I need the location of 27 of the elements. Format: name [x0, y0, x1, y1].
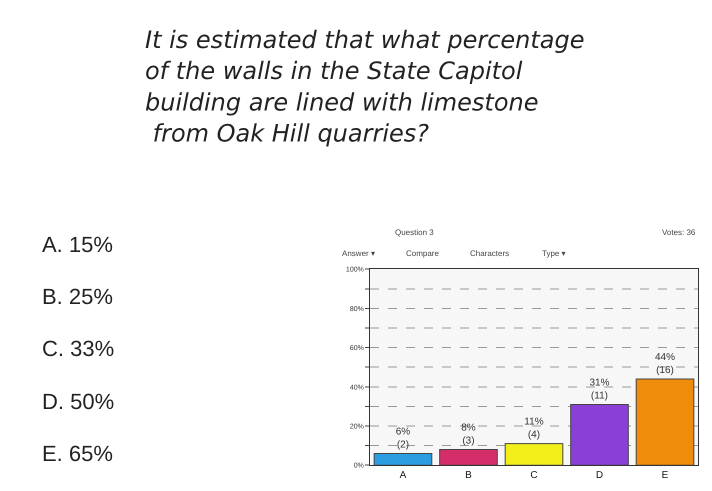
x-tick-label: D [596, 470, 604, 482]
data-label: 6% (2) [396, 426, 410, 450]
text: Votes: 36 [662, 228, 696, 237]
text: Answer ▾ [342, 249, 375, 258]
chart-title: It is estimated that what percentage of the walls in the State Capitol building are lined with limestone from Oak Hill quarries? [145, 26, 584, 148]
x-tick-label: E [662, 470, 669, 482]
x-tick-label: B [465, 470, 472, 482]
text: Compare [406, 249, 440, 258]
text: B. 25% [42, 284, 113, 309]
data-label: 31% (11) [589, 377, 610, 402]
bar [504, 443, 564, 466]
text: D. 50% [42, 389, 114, 414]
bar [570, 404, 629, 466]
text: C. 33% [42, 336, 114, 361]
x-tick-label: C [530, 470, 538, 482]
text: Type ▾ [542, 249, 566, 258]
bar [374, 452, 432, 466]
text: A. 15% [42, 232, 113, 257]
text: E. 65% [42, 441, 113, 466]
data-label: 11% (4) [524, 416, 544, 441]
x-tick-label: A [400, 470, 407, 482]
text: Question 3 [395, 228, 434, 237]
bar [636, 378, 694, 466]
data-label: 44% (16) [654, 352, 676, 376]
bar [439, 449, 498, 466]
data-label: 8% (3) [461, 422, 476, 447]
text: Characters [470, 249, 510, 258]
